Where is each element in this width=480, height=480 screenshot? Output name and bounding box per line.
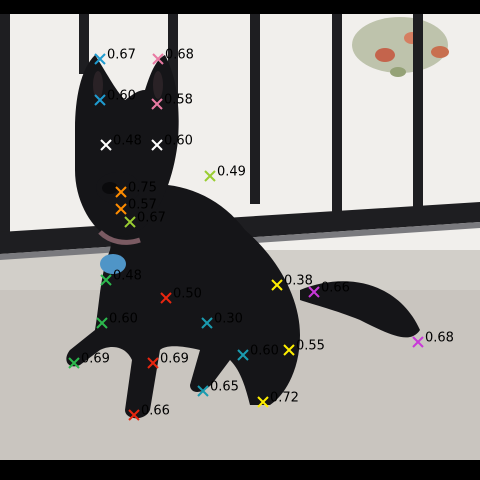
id-tag xyxy=(100,254,126,274)
keypoint-score-label: 0.67 xyxy=(137,210,166,226)
keypoint-markers xyxy=(68,53,424,421)
keypoint-marker xyxy=(257,396,269,408)
keypoint-score-label: 0.67 xyxy=(107,47,136,63)
keypoint-score-label: 0.50 xyxy=(173,286,202,302)
keypoint-score-label: 0.69 xyxy=(81,351,110,367)
nose xyxy=(102,182,118,194)
keypoint-score-label: 0.66 xyxy=(141,403,170,419)
keypoint-score-label: 0.75 xyxy=(128,180,157,196)
foliage xyxy=(352,17,449,77)
keypoint-score-label: 0.48 xyxy=(113,268,142,284)
keypoint-marker xyxy=(128,409,140,421)
keypoint-score-label: 0.55 xyxy=(296,338,325,354)
keypoint-marker xyxy=(147,357,159,369)
keypoint-score-label: 0.60 xyxy=(109,311,138,327)
keypoint-marker xyxy=(115,186,127,198)
keypoint-score-label: 0.66 xyxy=(321,280,350,296)
keypoint-marker xyxy=(115,203,127,215)
keypoint-marker xyxy=(160,292,172,304)
keypoint-score-label: 0.58 xyxy=(164,92,193,108)
keypoint-score-label: 0.38 xyxy=(284,273,313,289)
keypoint-marker xyxy=(100,274,112,286)
keypoint-marker xyxy=(151,139,163,151)
keypoint-marker xyxy=(283,344,295,356)
keypoint-score-label: 0.60 xyxy=(107,88,136,104)
keypoint-marker xyxy=(237,349,249,361)
keypoint-marker xyxy=(201,317,213,329)
keypoint-score-label: 0.60 xyxy=(164,133,193,149)
inner-ear-left xyxy=(93,71,103,99)
keypoint-score-label: 0.48 xyxy=(113,133,142,149)
keypoint-marker xyxy=(94,53,106,65)
keypoint-score-label: 0.69 xyxy=(160,351,189,367)
keypoint-marker xyxy=(197,385,209,397)
keypoint-marker xyxy=(94,94,106,106)
keypoint-marker xyxy=(271,279,283,291)
keypoint-marker xyxy=(151,98,163,110)
keypoint-marker xyxy=(100,139,112,151)
keypoint-score-label: 0.72 xyxy=(270,390,299,406)
collar xyxy=(98,230,141,245)
keypoint-score-label: 0.30 xyxy=(214,311,243,327)
keypoint-score-label: 0.49 xyxy=(217,164,246,180)
keypoint-marker xyxy=(96,317,108,329)
keypoint-score-label: 0.68 xyxy=(425,330,454,346)
keypoint-score-label: 0.65 xyxy=(210,379,239,395)
keypoint-marker xyxy=(412,336,424,348)
keypoint-marker xyxy=(124,216,136,228)
inner-ear-right xyxy=(153,71,163,99)
keypoint-marker xyxy=(204,170,216,182)
keypoint-marker xyxy=(152,53,164,65)
keypoint-marker xyxy=(68,357,80,369)
keypoint-score-label: 0.68 xyxy=(165,47,194,63)
keypoint-score-label: 0.60 xyxy=(250,343,279,359)
keypoint-marker xyxy=(308,286,320,298)
keypoint-score-label: 0.57 xyxy=(128,197,157,213)
